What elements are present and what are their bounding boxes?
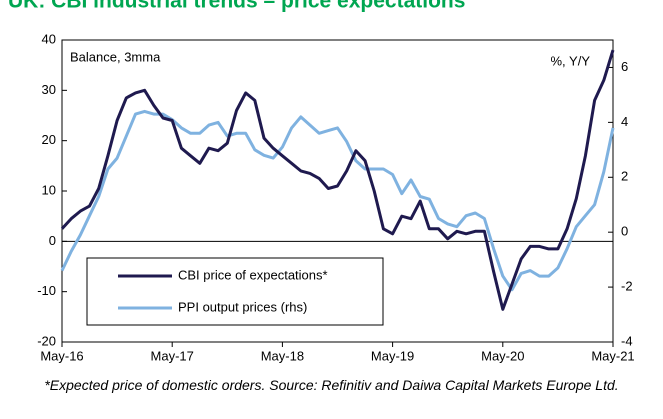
y-tick-label: 40 xyxy=(42,31,56,46)
y-tick-label: -20 xyxy=(37,333,56,348)
right-axis-label: %, Y/Y xyxy=(550,53,590,68)
series-line xyxy=(60,49,615,311)
legend-box xyxy=(86,257,384,326)
left-axis-label: Balance, 3mma xyxy=(70,49,161,64)
legend-label: CBI price of expectations* xyxy=(178,267,328,282)
y2-tick-label: -2 xyxy=(621,279,633,294)
x-tick-label: May-19 xyxy=(371,348,414,363)
y2-tick-label: 6 xyxy=(621,59,628,74)
chart: UK: CBI industrial trends – price expect… xyxy=(8,0,635,363)
x-tick-label: May-17 xyxy=(151,348,194,363)
x-tick-label: May-21 xyxy=(591,348,634,363)
y-tick-label: 30 xyxy=(42,82,56,97)
chart-title: UK: CBI industrial trends – price expect… xyxy=(8,0,465,13)
series-line xyxy=(60,109,615,292)
y-tick-label: -10 xyxy=(37,283,56,298)
y2-tick-label: -4 xyxy=(621,333,633,348)
y2-tick-label: 2 xyxy=(621,169,628,184)
x-tick-label: May-20 xyxy=(481,348,524,363)
y2-tick-label: 4 xyxy=(621,114,628,129)
footnote: *Expected price of domestic orders. Sour… xyxy=(44,377,619,393)
y-tick-label: 20 xyxy=(42,132,56,147)
y2-tick-label: 0 xyxy=(621,224,628,239)
y-tick-label: 0 xyxy=(49,233,56,248)
x-tick-label: May-16 xyxy=(40,348,83,363)
x-tick-label: May-18 xyxy=(261,348,304,363)
legend-label: PPI output prices (rhs) xyxy=(178,299,307,314)
y-tick-label: 10 xyxy=(42,182,56,197)
